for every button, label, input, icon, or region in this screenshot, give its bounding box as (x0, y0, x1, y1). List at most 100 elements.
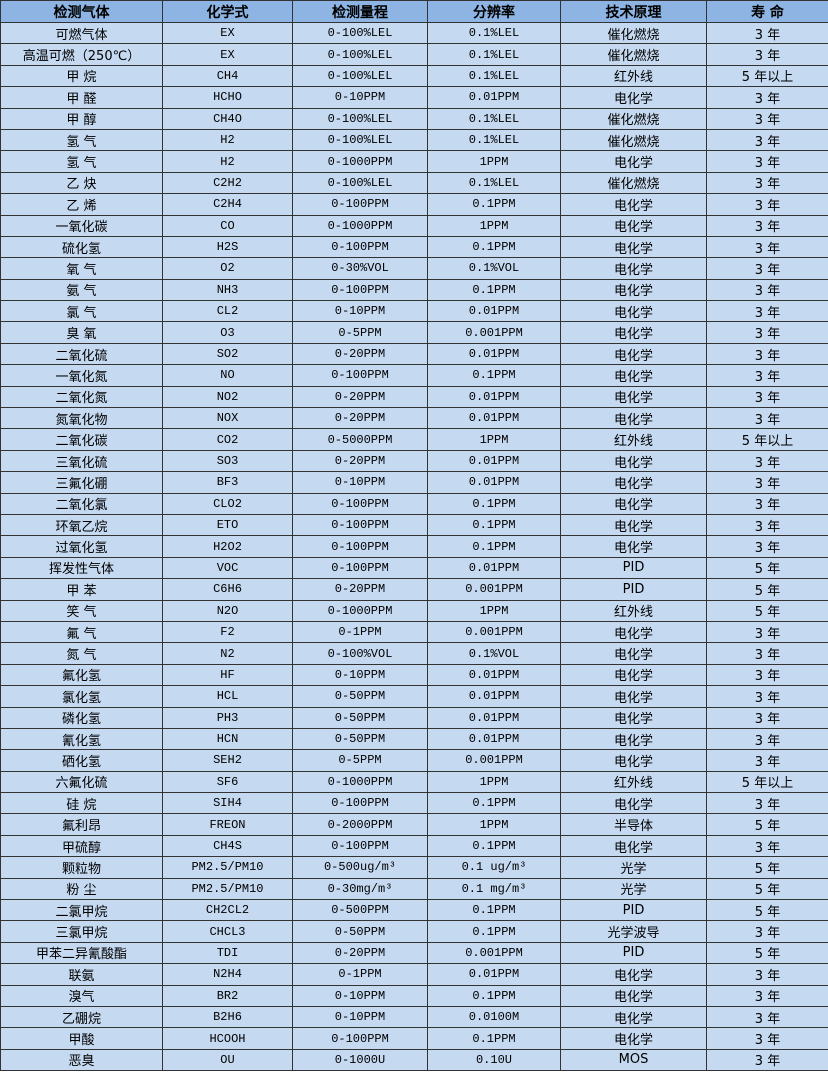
cell-gas-name: 氢 气 (0, 150, 163, 173)
cell-gas-name: 氯 气 (0, 300, 163, 323)
cell-technology: 电化学 (560, 278, 707, 302)
cell-detection-range: 0-20PPM (292, 449, 428, 473)
cell-gas-name: 氢 气 (0, 128, 163, 152)
cell-gas-name: 环氧乙烷 (0, 513, 163, 537)
cell-resolution: 0.1%LEL (427, 64, 561, 88)
cell-lifetime: 3 年 (706, 963, 828, 986)
cell-lifetime: 3 年 (706, 107, 828, 130)
cell-chemical-formula: NO (162, 364, 293, 387)
cell-detection-range: 0-100PPM (292, 792, 428, 815)
cell-detection-range: 0-20PPM (292, 342, 428, 366)
cell-gas-name: 甲硫醇 (0, 834, 163, 858)
cell-technology: 红外线 (560, 64, 707, 88)
cell-lifetime: 3 年 (706, 86, 828, 109)
table-row: 氮氧化物 NOX 0-20PPM 0.01PPM 电化学 3 年 (0, 407, 828, 430)
table-row: 硫化氢 H2S 0-100PPM 0.1PPM 电化学 3 年 (0, 235, 828, 259)
cell-technology: 电化学 (560, 513, 707, 537)
cell-detection-range: 0-20PPM (292, 578, 428, 601)
cell-chemical-formula: EX (162, 21, 293, 45)
table-row: 磷化氢 PH3 0-50PPM 0.01PPM 电化学 3 年 (0, 706, 828, 729)
cell-gas-name: 笑 气 (0, 599, 163, 622)
cell-detection-range: 0-100PPM (292, 235, 428, 259)
cell-chemical-formula: OU (162, 1048, 293, 1072)
cell-chemical-formula: SIH4 (162, 792, 293, 815)
cell-detection-range: 0-100PPM (292, 193, 428, 216)
cell-detection-range: 0-30mg/m³ (292, 877, 428, 901)
table-row: 氟 气 F2 0-1PPM 0.001PPM 电化学 3 年 (0, 620, 828, 644)
table-row: 甲 醛 HCHO 0-10PPM 0.01PPM 电化学 3 年 (0, 86, 828, 109)
cell-technology: 电化学 (560, 193, 707, 216)
cell-resolution: 0.1%LEL (427, 107, 561, 130)
column-header-detection-range: 检测量程 (292, 0, 428, 23)
cell-chemical-formula: HF (162, 663, 293, 687)
table-row: 二氯甲烷 CH2CL2 0-500PPM 0.1PPM PID 5 年 (0, 899, 828, 922)
cell-resolution: 0.001PPM (427, 749, 561, 772)
cell-technology: 电化学 (560, 449, 707, 473)
cell-detection-range: 0-5PPM (292, 749, 428, 772)
cell-chemical-formula: O3 (162, 321, 293, 344)
table-row: 三氧化硫 SO3 0-20PPM 0.01PPM 电化学 3 年 (0, 449, 828, 473)
cell-lifetime: 3 年 (706, 128, 828, 152)
cell-resolution: 0.10U (427, 1048, 561, 1072)
cell-chemical-formula: CH4 (162, 64, 293, 88)
cell-gas-name: 溴气 (0, 984, 163, 1007)
cell-detection-range: 0-100%LEL (292, 128, 428, 152)
table-row: 过氧化氢 H2O2 0-100PPM 0.1PPM 电化学 3 年 (0, 535, 828, 558)
cell-resolution: 0.01PPM (427, 86, 561, 109)
cell-lifetime: 3 年 (706, 727, 828, 751)
cell-chemical-formula: HCL (162, 685, 293, 708)
table-row: 联氨 N2H4 0-1PPM 0.01PPM 电化学 3 年 (0, 963, 828, 986)
cell-chemical-formula: CO2 (162, 428, 293, 451)
cell-resolution: 0.01PPM (427, 727, 561, 751)
cell-technology: 电化学 (560, 620, 707, 644)
cell-lifetime: 3 年 (706, 920, 828, 943)
cell-technology: 催化燃烧 (560, 43, 707, 66)
cell-technology: 电化学 (560, 364, 707, 387)
cell-gas-name: 三氯甲烷 (0, 920, 163, 943)
cell-resolution: 1PPM (427, 599, 561, 622)
table-row: 乙 炔 C2H2 0-100%LEL 0.1%LEL 催化燃烧 3 年 (0, 171, 828, 195)
cell-chemical-formula: SEH2 (162, 749, 293, 772)
cell-lifetime: 3 年 (706, 43, 828, 66)
table-row: 甲 醇 CH4O 0-100%LEL 0.1%LEL 催化燃烧 3 年 (0, 107, 828, 130)
cell-resolution: 0.1%VOL (427, 642, 561, 665)
cell-gas-name: 甲酸 (0, 1027, 163, 1050)
table-row: 氮 气 N2 0-100%VOL 0.1%VOL 电化学 3 年 (0, 642, 828, 665)
cell-gas-name: 二氯甲烷 (0, 899, 163, 922)
cell-detection-range: 0-1PPM (292, 620, 428, 644)
table-row: 溴气 BR2 0-10PPM 0.1PPM 电化学 3 年 (0, 984, 828, 1007)
cell-technology: 电化学 (560, 963, 707, 986)
cell-gas-name: 三氧化硫 (0, 449, 163, 473)
cell-detection-range: 0-100%LEL (292, 171, 428, 195)
cell-chemical-formula: C6H6 (162, 578, 293, 601)
cell-chemical-formula: CO (162, 214, 293, 237)
cell-detection-range: 0-10PPM (292, 663, 428, 687)
cell-detection-range: 0-5000PPM (292, 428, 428, 451)
table-row: 可燃气体 EX 0-100%LEL 0.1%LEL 催化燃烧 3 年 (0, 21, 828, 45)
table-row: 二氧化碳 CO2 0-5000PPM 1PPM 红外线 5 年以上 (0, 428, 828, 451)
cell-detection-range: 0-10PPM (292, 471, 428, 494)
cell-resolution: 0.1PPM (427, 899, 561, 922)
cell-detection-range: 0-100%VOL (292, 642, 428, 665)
table-row: 乙硼烷 B2H6 0-10PPM 0.0100M 电化学 3 年 (0, 1005, 828, 1029)
cell-lifetime: 3 年 (706, 513, 828, 537)
cell-technology: 电化学 (560, 1027, 707, 1050)
cell-lifetime: 3 年 (706, 193, 828, 216)
cell-gas-name: 恶臭 (0, 1048, 163, 1072)
cell-chemical-formula: FREON (162, 813, 293, 836)
column-header-resolution: 分辨率 (427, 0, 561, 23)
table-row: 甲苯二异氰酸酯 TDI 0-20PPM 0.001PPM PID 5 年 (0, 941, 828, 965)
cell-lifetime: 3 年 (706, 1027, 828, 1050)
cell-resolution: 0.1PPM (427, 1027, 561, 1050)
cell-lifetime: 3 年 (706, 449, 828, 473)
cell-chemical-formula: CH4S (162, 834, 293, 858)
cell-chemical-formula: HCOOH (162, 1027, 293, 1050)
cell-detection-range: 0-100%LEL (292, 107, 428, 130)
cell-gas-name: 硒化氢 (0, 749, 163, 772)
cell-gas-name: 甲 烷 (0, 64, 163, 88)
cell-detection-range: 0-1000PPM (292, 150, 428, 173)
cell-lifetime: 3 年 (706, 834, 828, 858)
cell-resolution: 0.1PPM (427, 792, 561, 815)
cell-chemical-formula: NOX (162, 407, 293, 430)
cell-chemical-formula: H2O2 (162, 535, 293, 558)
